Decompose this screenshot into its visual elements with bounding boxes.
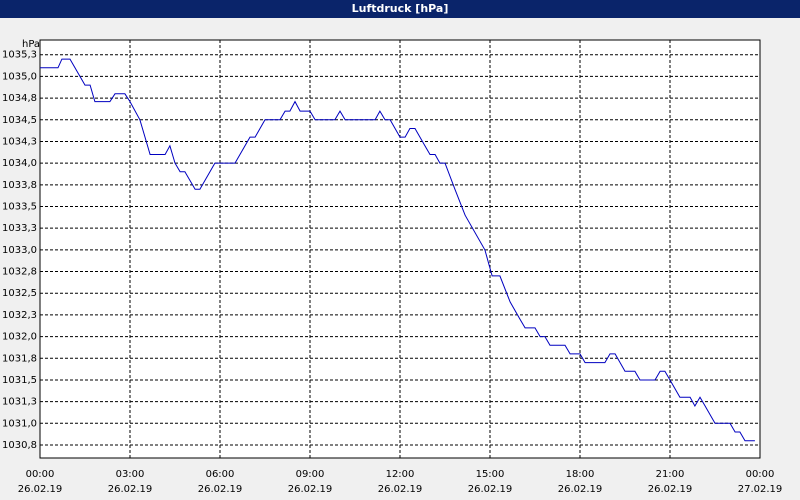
x-tick-date: 26.02.19 — [288, 484, 333, 495]
y-tick-label: 1031,3 — [2, 397, 37, 408]
y-tick-label: 1033,3 — [2, 223, 37, 234]
x-tick-label: 18:00 — [566, 469, 595, 480]
x-tick-date: 26.02.19 — [198, 484, 243, 495]
x-tick-date: 26.02.19 — [378, 484, 423, 495]
y-tick-label: 1033,5 — [2, 202, 37, 213]
x-tick-date: 26.02.19 — [108, 484, 153, 495]
x-tick-date: 26.02.19 — [18, 484, 63, 495]
y-tick-label: 1033,8 — [2, 180, 37, 191]
y-tick-label: 1033,0 — [2, 245, 37, 256]
y-tick-label: 1032,8 — [2, 267, 37, 278]
x-tick-label: 00:00 — [26, 469, 55, 480]
y-tick-label: 1034,5 — [2, 115, 37, 126]
x-tick-date: 27.02.19 — [738, 484, 783, 495]
x-tick-label: 12:00 — [386, 469, 415, 480]
x-tick-label: 09:00 — [296, 469, 325, 480]
y-tick-label: 1035,3 — [2, 50, 37, 61]
y-tick-label: 1035,0 — [2, 71, 37, 82]
y-tick-label: 1031,8 — [2, 353, 37, 364]
y-tick-label: 1034,8 — [2, 93, 37, 104]
y-tick-label: 1032,0 — [2, 332, 37, 343]
x-tick-date: 26.02.19 — [468, 484, 513, 495]
line-series — [40, 58, 755, 442]
y-tick-label: 1032,3 — [2, 310, 37, 321]
y-tick-label: 1031,0 — [2, 418, 37, 429]
x-tick-date: 26.02.19 — [648, 484, 693, 495]
y-tick-label: 1034,0 — [2, 158, 37, 169]
x-tick-label: 00:00 — [746, 469, 775, 480]
title-bar — [0, 0, 800, 18]
y-tick-label: 1031,5 — [2, 375, 37, 386]
x-tick-label: 06:00 — [206, 469, 235, 480]
x-tick-label: 15:00 — [476, 469, 505, 480]
y-unit: hPa — [22, 39, 40, 50]
chart-title: Luftdruck [hPa] — [352, 2, 449, 15]
y-tick-label: 1032,5 — [2, 288, 37, 299]
x-tick-date: 26.02.19 — [558, 484, 603, 495]
x-tick-label: 03:00 — [116, 469, 145, 480]
plot-area — [39, 39, 761, 459]
y-tick-label: 1034,3 — [2, 136, 37, 147]
y-tick-label: 1030,8 — [2, 440, 37, 451]
x-tick-label: 21:00 — [656, 469, 685, 480]
